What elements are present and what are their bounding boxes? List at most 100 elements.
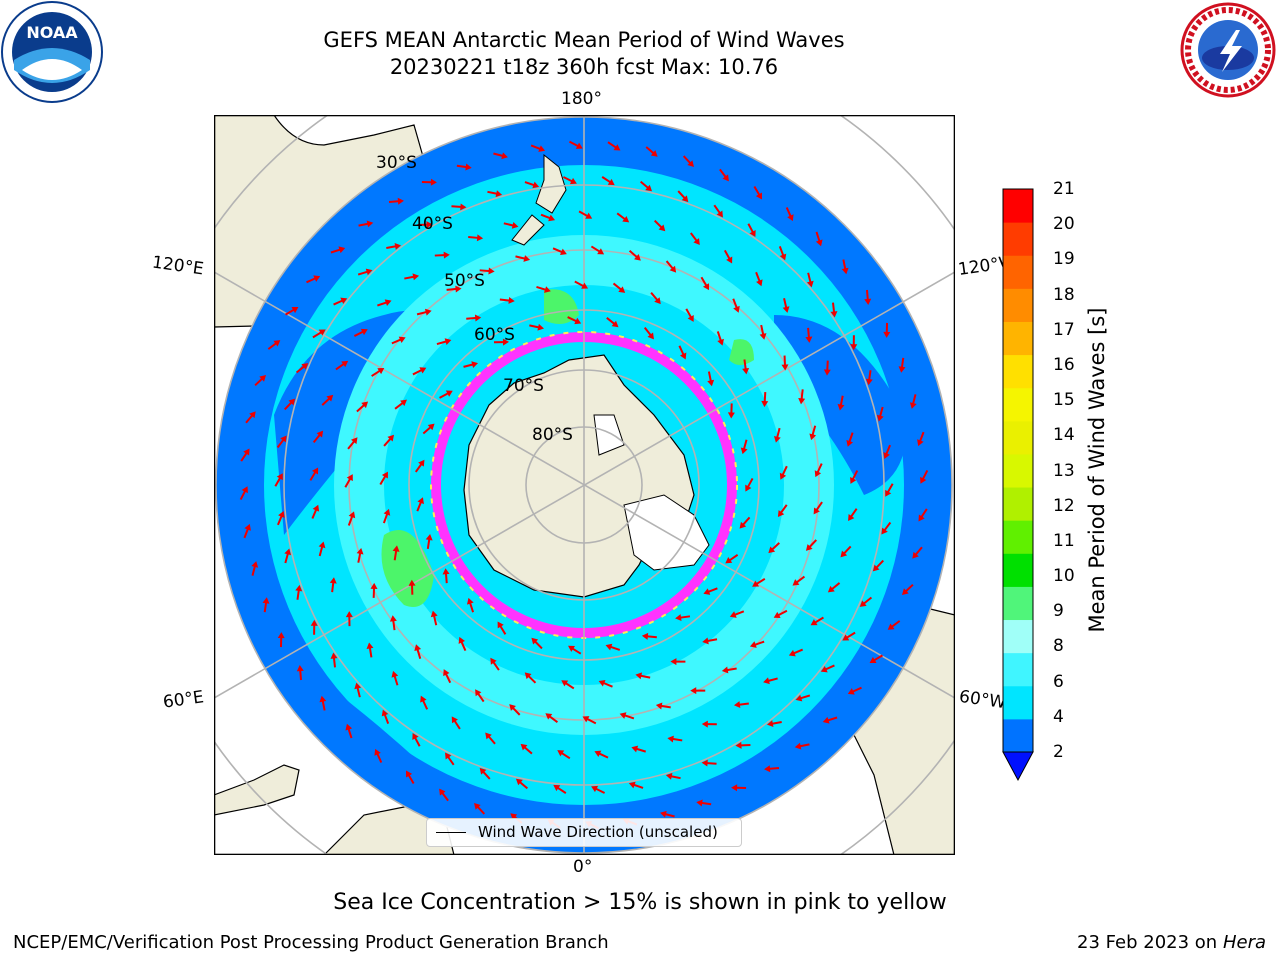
wind-wave-arrow [262, 597, 270, 613]
lon-label-0: 0° [573, 857, 593, 877]
latitude-labels: 30°S 40°S 50°S 60°S 70°S 80°S [376, 153, 573, 445]
wind-wave-arrow [727, 403, 735, 419]
wind-wave-arrow [386, 242, 402, 250]
wind-wave-arrow [312, 329, 326, 339]
wind-wave-arrow [912, 546, 923, 559]
colorbar-tick-label: 18 [1053, 284, 1075, 305]
wind-wave-arrow [742, 359, 750, 375]
wind-wave-arrow [740, 439, 748, 455]
wind-wave-arrow [557, 750, 571, 760]
wind-wave-arrow [590, 245, 605, 255]
wind-wave-arrow [425, 534, 433, 549]
wind-wave-arrow [667, 735, 683, 743]
wind-wave-arrow [374, 748, 383, 763]
colorbar-segment [1003, 520, 1033, 554]
wind-wave-arrow [383, 434, 395, 447]
wind-wave-arrow [439, 788, 449, 802]
wind-wave-arrow [574, 280, 589, 289]
wind-wave-arrow [883, 444, 891, 459]
wind-wave-arrow [749, 640, 765, 648]
sea-ice-note: Sea Ice Concentration > 15% is shown in … [333, 890, 947, 915]
wind-wave-arrow [768, 542, 780, 554]
wind-wave-arrow [295, 363, 309, 374]
wind-wave-arrow [295, 584, 303, 600]
wind-wave-arrow [503, 221, 519, 229]
wind-wave-arrow [881, 521, 892, 535]
map-title: GEFS MEAN Antarctic Mean Period of Wind … [323, 28, 845, 52]
colorbar-segment [1003, 288, 1033, 322]
noaa-logo-text: NOAA [26, 23, 78, 42]
wind-wave-arrow [356, 547, 364, 563]
wind-wave-arrow [442, 568, 450, 584]
wind-wave-arrow [284, 548, 292, 564]
wind-wave-arrow [655, 702, 671, 710]
wind-wave-arrow [766, 720, 782, 728]
wind-wave-arrow [690, 687, 706, 695]
wind-wave-arrow [805, 539, 817, 551]
wind-wave-arrow [735, 741, 751, 749]
colorbar-segment [1003, 255, 1033, 289]
wind-wave-arrow [729, 610, 745, 618]
wind-wave-arrow [645, 146, 658, 157]
wind-wave-arrow [479, 767, 491, 780]
wind-wave-arrow [392, 545, 400, 561]
wind-wave-arrow [434, 251, 450, 259]
wind-wave-arrow [285, 307, 299, 316]
credit-host: Hera [1222, 932, 1266, 953]
wind-wave-arrow [701, 759, 717, 767]
colorbar-segment [1003, 222, 1033, 256]
wind-wave-arrow [739, 516, 751, 529]
wind-wave-arrow [805, 327, 813, 343]
colorbar-segment [1003, 453, 1033, 488]
wind-wave-arrow [345, 611, 353, 627]
wind-wave-arrow [422, 423, 435, 435]
map-legend: Wind Wave Direction (unscaled) [426, 818, 742, 847]
wind-wave-arrow [700, 276, 709, 291]
wind-wave-arrow [685, 308, 694, 322]
wind-wave-arrow [837, 395, 845, 411]
wind-wave-arrow [675, 614, 691, 622]
wind-wave-arrow [719, 168, 729, 182]
wind-wave-arrow [731, 784, 747, 792]
wind-wave-arrow [406, 770, 415, 784]
wind-wave-arrow [485, 732, 496, 745]
wind-wave-arrow [296, 665, 304, 681]
wind-wave-arrow [813, 501, 823, 515]
colorbar-segment [1003, 354, 1033, 389]
wind-wave-arrow [582, 716, 597, 725]
wind-wave-arrow [594, 750, 609, 759]
legend-label: Wind Wave Direction (unscaled) [478, 823, 718, 841]
wind-wave-arrow [850, 470, 859, 484]
noaa-logo: NOAA [1, 1, 103, 103]
wind-wave-arrow [701, 720, 717, 728]
colorbar-tick-label: 4 [1053, 706, 1064, 727]
wind-wave-arrow [568, 140, 583, 149]
wind-wave-arrow [529, 323, 545, 331]
lon-label-180: 180° [561, 89, 602, 109]
wind-wave-arrow [643, 326, 654, 340]
colorbar-tick-label: 14 [1053, 425, 1075, 446]
wind-wave-arrow [778, 246, 787, 261]
wind-wave-arrow [540, 213, 556, 222]
wind-wave-arrow [723, 249, 733, 264]
wind-wave-arrow [773, 427, 781, 443]
wind-wave-arrow [814, 463, 823, 478]
wind-wave-arrow [678, 345, 687, 360]
wind-wave-arrow [251, 561, 259, 576]
lat-label-50: 50°S [444, 271, 485, 291]
wind-wave-arrow [794, 742, 810, 750]
wind-wave-arrow [850, 335, 858, 351]
wind-wave-arrow [716, 331, 724, 346]
wind-wave-arrow [254, 375, 267, 387]
wind-wave-arrow [479, 267, 495, 275]
wind-wave-arrow [707, 371, 715, 387]
wind-wave-arrow [798, 389, 806, 405]
wind-wave-arrow [865, 370, 873, 386]
wind-wave-arrow [763, 677, 778, 685]
wind-wave-arrow [920, 469, 929, 484]
wind-wave-arrow [391, 670, 399, 686]
lon-label-120e: 120°E [150, 252, 205, 280]
legend-line-swatch [436, 832, 466, 833]
wind-wave-arrow [635, 672, 651, 680]
wind-wave-arrow [876, 406, 884, 422]
